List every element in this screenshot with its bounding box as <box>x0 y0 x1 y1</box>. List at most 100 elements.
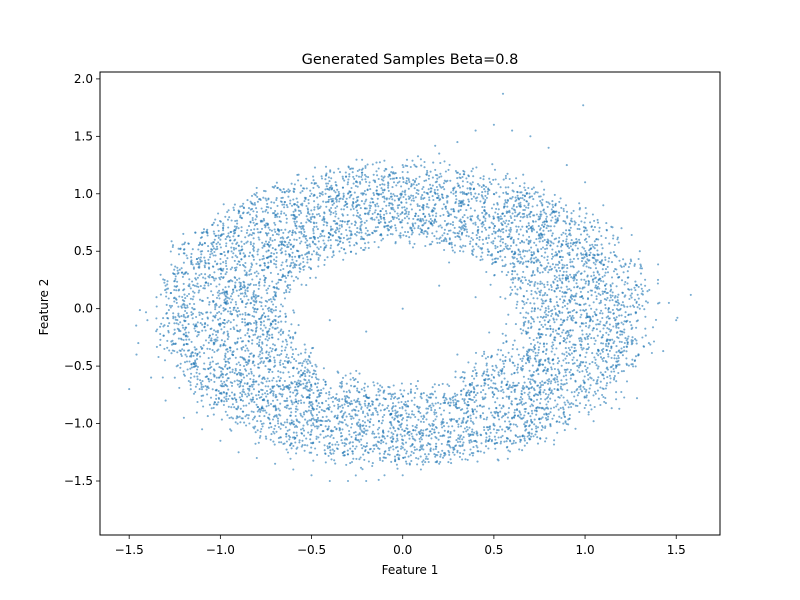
scatter-point <box>578 410 581 414</box>
scatter-point <box>525 238 528 241</box>
scatter-point <box>281 305 284 308</box>
scatter-point <box>360 223 363 226</box>
scatter-point <box>522 355 525 358</box>
scatter-point <box>533 344 536 347</box>
scatter-point <box>219 317 222 320</box>
scatter-point <box>462 388 465 391</box>
scatter-point <box>466 180 469 184</box>
scatter-point <box>446 201 449 204</box>
scatter-point <box>484 185 488 188</box>
scatter-point <box>263 324 266 327</box>
scatter-point <box>244 266 247 269</box>
scatter-point <box>341 398 344 401</box>
scatter-point <box>170 343 174 346</box>
scatter-point <box>570 402 573 405</box>
scatter-point <box>401 418 404 421</box>
scatter-point <box>599 371 602 374</box>
scatter-point <box>227 397 230 401</box>
scatter-point <box>234 219 237 223</box>
scatter-point <box>458 186 462 189</box>
scatter-point <box>342 258 345 261</box>
scatter-point <box>468 186 471 190</box>
scatter-point <box>171 349 174 352</box>
scatter-point <box>547 380 550 383</box>
scatter-point <box>252 398 255 401</box>
scatter-point <box>616 304 619 307</box>
scatter-point <box>310 451 313 454</box>
scatter-point <box>338 224 341 227</box>
scatter-point <box>218 219 222 223</box>
scatter-point <box>579 233 583 236</box>
scatter-point <box>472 248 475 251</box>
scatter-point <box>565 235 568 238</box>
scatter-point <box>540 255 543 258</box>
scatter-point <box>464 223 467 226</box>
scatter-point <box>565 164 568 167</box>
scatter-point <box>393 216 396 219</box>
scatter-point <box>394 224 397 227</box>
scatter-point <box>283 359 286 363</box>
scatter-point <box>601 350 604 353</box>
scatter-point <box>294 394 297 397</box>
scatter-point <box>541 282 544 285</box>
scatter-point <box>341 416 344 419</box>
scatter-point <box>393 177 396 180</box>
scatter-point <box>291 403 294 406</box>
scatter-point <box>284 214 288 217</box>
scatter-point <box>244 368 247 371</box>
scatter-point <box>222 267 225 270</box>
scatter-point <box>467 175 470 178</box>
scatter-point <box>426 231 429 234</box>
scatter-point <box>234 254 237 257</box>
scatter-point <box>437 451 440 454</box>
scatter-point <box>505 322 508 326</box>
scatter-point <box>233 248 236 251</box>
scatter-point <box>569 245 572 248</box>
scatter-point <box>328 393 331 396</box>
scatter-point <box>228 361 231 364</box>
scatter-point <box>235 289 238 292</box>
scatter-point <box>551 255 555 258</box>
scatter-point <box>409 226 412 229</box>
scatter-point <box>287 334 290 337</box>
scatter-point <box>261 210 264 213</box>
scatter-point <box>621 291 624 294</box>
scatter-point <box>518 398 521 401</box>
scatter-point <box>362 395 365 398</box>
scatter-point <box>391 402 395 405</box>
scatter-point <box>567 229 571 232</box>
scatter-point <box>322 387 325 390</box>
scatter-point <box>468 394 471 397</box>
scatter-point <box>499 244 502 247</box>
scatter-point <box>644 334 647 337</box>
scatter-point <box>406 400 410 403</box>
scatter-point <box>540 264 543 267</box>
scatter-point <box>334 414 337 417</box>
scatter-point <box>377 219 380 222</box>
scatter-point <box>417 418 420 421</box>
scatter-point <box>541 236 544 239</box>
scatter-point <box>481 354 484 358</box>
scatter-point <box>203 264 206 267</box>
scatter-point <box>219 343 222 347</box>
scatter-point <box>325 185 328 188</box>
scatter-point <box>279 189 282 192</box>
scatter-point <box>583 270 586 273</box>
scatter-point <box>371 464 374 468</box>
scatter-point <box>433 188 436 191</box>
scatter-point <box>283 201 287 204</box>
scatter-point <box>575 282 578 285</box>
scatter-point <box>417 225 420 228</box>
scatter-point <box>472 446 475 449</box>
scatter-point <box>297 362 300 365</box>
scatter-point <box>364 429 367 432</box>
scatter-point <box>276 383 279 387</box>
scatter-point <box>557 286 560 289</box>
scatter-point <box>464 458 467 461</box>
scatter-point <box>194 329 197 333</box>
scatter-point <box>584 237 588 240</box>
scatter-point <box>181 271 184 274</box>
scatter-point <box>420 229 423 232</box>
scatter-point <box>365 175 368 178</box>
scatter-point <box>599 352 602 355</box>
